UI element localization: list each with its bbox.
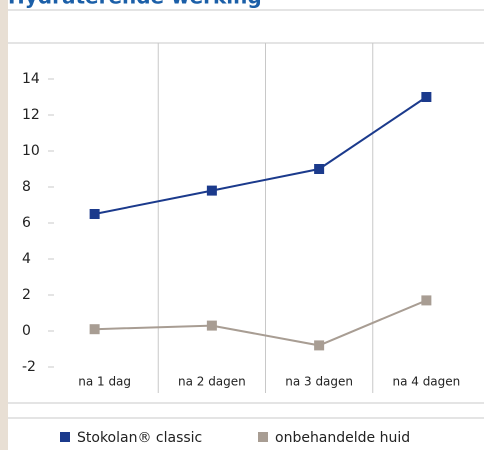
marker [89,209,100,219]
y-tick-label: 6 [22,215,31,231]
y-tick-label: 12 [22,107,40,123]
side-strip [0,0,8,450]
marker [421,295,432,306]
x-tick-label: na 2 dagen [178,375,246,389]
marker [314,164,325,174]
chart-title: Hydraterende werking [8,0,262,9]
y-tick-label: 2 [22,287,31,303]
y-tick-label: 10 [22,143,40,159]
y-tick-label: 4 [22,251,31,267]
y-tick-label: 0 [22,323,31,339]
x-tick-label: na 4 dagen [392,375,460,389]
series-line [94,96,427,215]
marker [206,320,217,331]
marker [89,324,100,335]
series-line [94,299,427,347]
legend-swatch [60,432,70,442]
x-tick-label: na 1 dag [78,375,131,389]
x-tick-label: na 3 dagen [285,375,353,389]
marker [314,340,325,351]
marker [421,92,432,102]
legend-label: Stokolan® classic [77,430,202,446]
y-tick-label: -2 [22,359,36,375]
y-tick-label: 8 [22,179,31,195]
legend-label: onbehandelde huid [275,430,410,446]
legend-swatch [258,432,268,442]
y-tick-label: 14 [22,71,40,87]
marker [206,185,217,196]
